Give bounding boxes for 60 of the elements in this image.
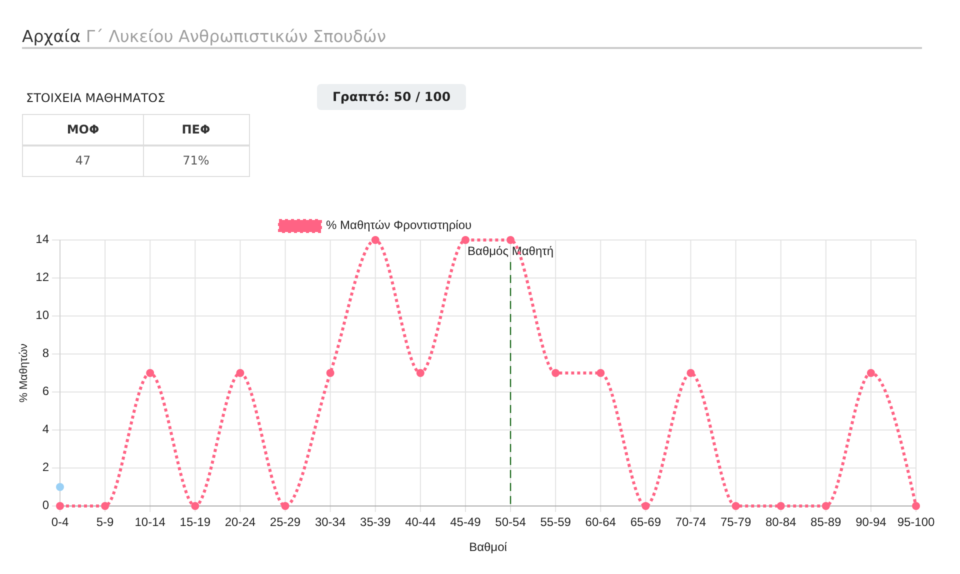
x-axis-title: Βαθμοί (469, 540, 508, 554)
x-tick-label: 10-14 (134, 515, 166, 530)
point (371, 236, 380, 244)
text: ΣΤΟΙΧΕΙΑ ΜΑΘΗΜΑΤΟΣ (26, 91, 166, 105)
point (146, 369, 154, 377)
text: 71% (182, 153, 210, 168)
point (912, 502, 920, 510)
point (822, 502, 830, 510)
x-tick-label: 50-54 (495, 515, 526, 530)
x-tick-label: 20-24 (224, 515, 256, 530)
point (101, 502, 110, 510)
point (281, 502, 290, 510)
x-tick-label: 85-89 (810, 515, 842, 530)
chart-title: Αρχαία Γ΄ Λυκείου Ανθρωπιστικών Σπουδών (22, 27, 386, 46)
point (56, 502, 64, 510)
x-tick-label: 60-64 (585, 515, 616, 530)
y-tick-label: 4 (42, 422, 50, 436)
point (461, 236, 470, 244)
x-tick-label: 65-69 (630, 515, 662, 530)
x-tick-label: 95-100 (897, 515, 936, 530)
point (866, 369, 875, 377)
x-tick-label: 70-74 (675, 515, 706, 530)
text: ΠΕΦ (182, 122, 210, 136)
x-tick-label: 75-79 (720, 515, 752, 530)
point (642, 502, 650, 510)
y-tick-label: 0 (42, 498, 50, 512)
x-tick-label: 5-9 (96, 515, 114, 530)
point (686, 369, 695, 377)
x-tick-label: 0-4 (51, 515, 69, 530)
x-tick-label: 40-44 (405, 515, 436, 530)
text: 47 (75, 153, 91, 168)
x-tick-label: 25-29 (270, 515, 301, 530)
point (776, 502, 785, 510)
point (326, 369, 334, 377)
point (236, 369, 244, 377)
y-tick-label: 10 (36, 308, 50, 322)
text: Γραπτό: 50 / 100 (332, 88, 451, 104)
x-tick-label: 15-19 (180, 515, 211, 530)
y-tick-label: 6 (42, 384, 50, 398)
point (506, 236, 515, 244)
legend-label: % Μαθητών Φροντιστηρίου (326, 218, 472, 232)
y-axis-title: % Μαθητών (18, 343, 30, 402)
text: ΜΟΦ (66, 122, 100, 136)
y-tick-label: 8 (42, 346, 50, 360)
point (596, 369, 605, 377)
point (732, 502, 740, 510)
point (56, 483, 64, 491)
y-tick-label: 12 (36, 270, 50, 284)
ref-line-label: Βαθμός Μαθητή (468, 244, 554, 258)
x-tick-label: 90-94 (856, 515, 887, 530)
x-tick-label: 45-49 (450, 515, 482, 530)
point (416, 369, 424, 377)
point (191, 502, 200, 510)
x-tick-label: 30-34 (314, 515, 346, 530)
point (552, 369, 560, 377)
x-tick-label: 55-59 (540, 515, 572, 530)
y-tick-label: 14 (36, 232, 50, 246)
x-tick-label: 35-39 (360, 515, 392, 530)
y-tick-label: 2 (42, 460, 50, 474)
x-tick-label: 80-84 (765, 515, 797, 530)
